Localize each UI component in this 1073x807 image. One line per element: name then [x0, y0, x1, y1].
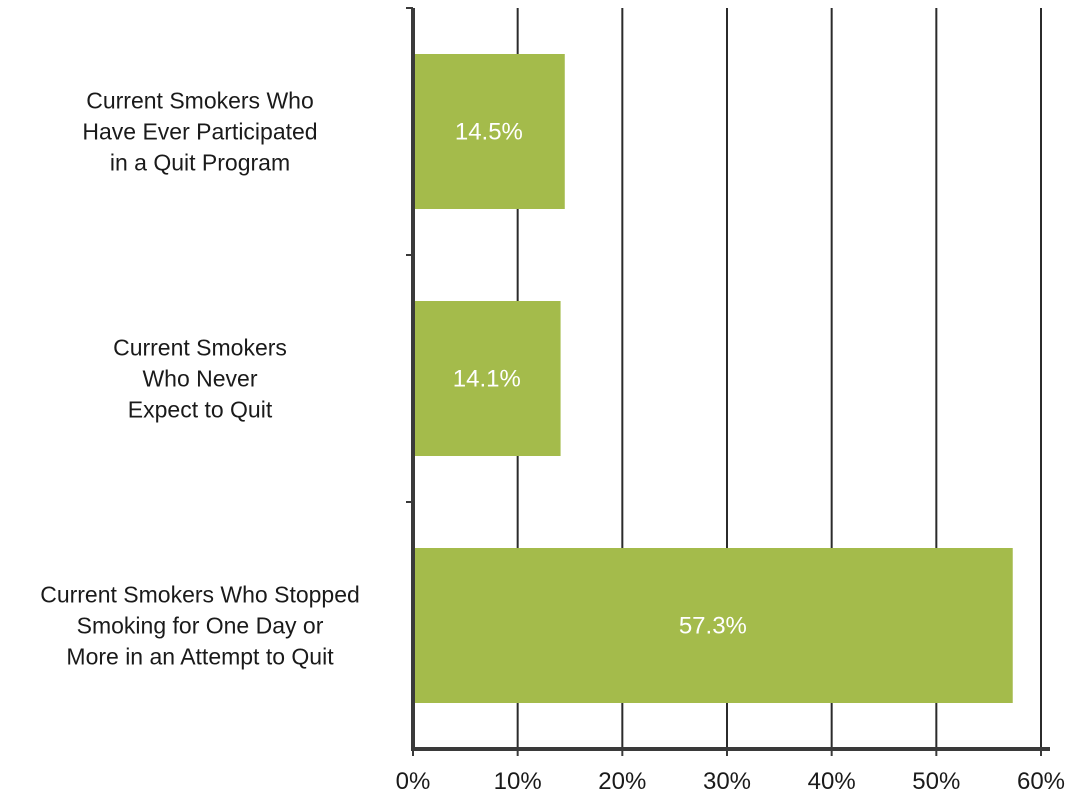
- category-label: in a Quit Program: [110, 150, 290, 176]
- bar: [413, 548, 1013, 703]
- category-label: Current Smokers Who Stopped: [40, 582, 360, 608]
- x-tick-label: 50%: [912, 768, 960, 795]
- category-label: Have Ever Participated: [82, 119, 317, 145]
- category-label: Who Never: [142, 366, 257, 392]
- x-tick-label: 60%: [1017, 768, 1065, 795]
- data-label: 14.1%: [453, 366, 521, 393]
- category-label: Expect to Quit: [128, 397, 273, 423]
- bar: [413, 301, 561, 456]
- data-label: 57.3%: [679, 613, 747, 640]
- bar: [413, 54, 565, 209]
- category-label: More in an Attempt to Quit: [66, 644, 334, 670]
- bars: [413, 54, 1013, 703]
- category-label: Current Smokers Who: [86, 88, 314, 114]
- category-label: Current Smokers: [113, 335, 287, 361]
- x-tick-label: 0%: [396, 768, 431, 795]
- data-label: 14.5%: [455, 119, 523, 146]
- x-tick-label: 20%: [598, 768, 646, 795]
- x-tick-label: 40%: [808, 768, 856, 795]
- axes: [406, 7, 1050, 756]
- category-label: Smoking for One Day or: [77, 613, 324, 639]
- x-tick-label: 30%: [703, 768, 751, 795]
- labels: 14.5% Current Smokers Who Have Ever Partic…: [40, 88, 1065, 796]
- x-tick-label: 10%: [494, 768, 542, 795]
